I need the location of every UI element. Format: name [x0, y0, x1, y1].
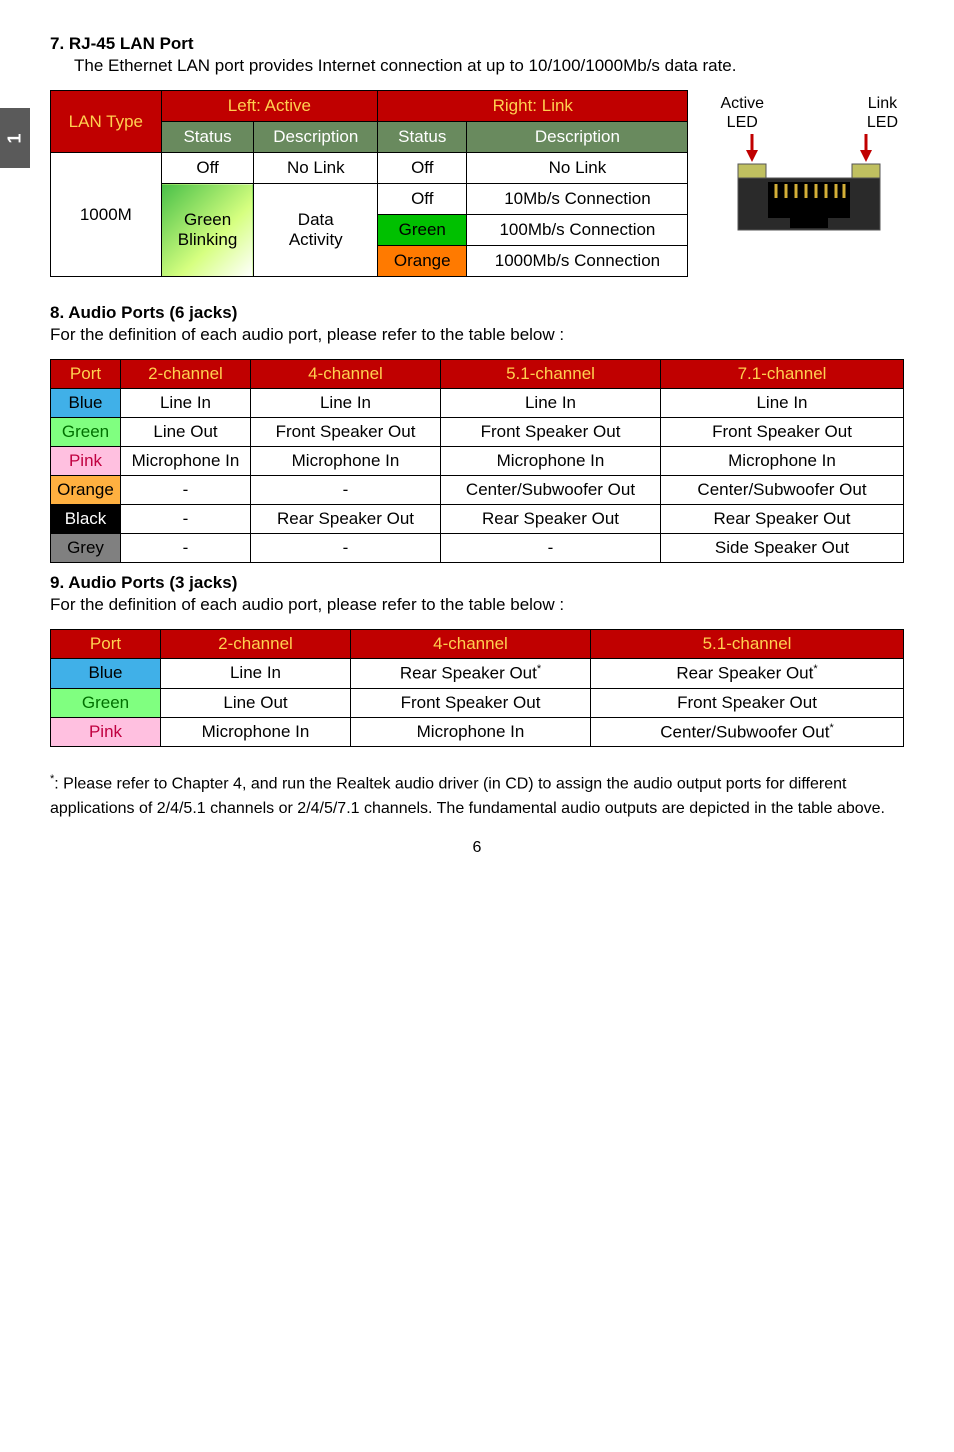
audio-cell: -	[441, 534, 661, 563]
audio-cell: Rear Speaker Out*	[351, 659, 591, 689]
audio-cell: Line In	[661, 389, 904, 418]
data-activity-text: DataActivity	[289, 210, 343, 249]
link-st-2: Green	[378, 215, 467, 246]
link-st-3: Orange	[378, 246, 467, 277]
nolink-r: No Link	[467, 153, 688, 184]
audio-port-label: Pink	[51, 717, 161, 747]
audio-hdr: 2-channel	[161, 630, 351, 659]
audio-cell: Rear Speaker Out	[441, 505, 661, 534]
rj45-diagram: Active LED Link LED	[714, 90, 904, 234]
chapter-tab: 1	[0, 108, 30, 168]
audio-hdr: 4-channel	[251, 360, 441, 389]
audio-hdr: Port	[51, 360, 121, 389]
link-desc-3: 1000Mb/s Connection	[467, 246, 688, 277]
page-number: 6	[0, 839, 954, 857]
active-led-l1: Active	[720, 95, 764, 112]
footnote: *: Please refer to Chapter 4, and run th…	[50, 771, 904, 820]
sec8-title: 8. Audio Ports (6 jacks)	[50, 303, 904, 323]
audio-cell: Front Speaker Out	[441, 418, 661, 447]
audio-port-label: Orange	[51, 476, 121, 505]
audio-cell: Center/Subwoofer Out	[441, 476, 661, 505]
audio-cell: Microphone In	[441, 447, 661, 476]
link-led-l1: Link	[868, 95, 897, 112]
audio-cell: Front Speaker Out	[351, 688, 591, 717]
audio-cell: Rear Speaker Out*	[591, 659, 904, 689]
audio-cell: -	[121, 505, 251, 534]
audio-cell: -	[121, 476, 251, 505]
left-active-hdr: Left: Active	[161, 91, 377, 122]
audio-cell: Microphone In	[161, 717, 351, 747]
audio-3jack-table: Port2-channel4-channel5.1-channel BlueLin…	[50, 629, 904, 747]
desc-hdr-r: Description	[467, 122, 688, 153]
data-activity: DataActivity	[254, 184, 378, 277]
link-desc-2: 100Mb/s Connection	[467, 215, 688, 246]
audio-cell: Line In	[121, 389, 251, 418]
audio-port-label: Green	[51, 418, 121, 447]
audio-cell: Front Speaker Out	[251, 418, 441, 447]
sec8-desc: For the definition of each audio port, p…	[50, 325, 904, 345]
rj45-port-icon	[724, 134, 894, 234]
status-hdr-l: Status	[161, 122, 254, 153]
audio-cell: -	[121, 534, 251, 563]
link-led-l2: LED	[867, 114, 898, 131]
audio-cell: Line In	[251, 389, 441, 418]
active-led-l2: LED	[727, 114, 758, 131]
audio-cell: Center/Subwoofer Out	[661, 476, 904, 505]
audio-cell: Microphone In	[121, 447, 251, 476]
audio-cell: -	[251, 476, 441, 505]
audio-cell: Front Speaker Out	[661, 418, 904, 447]
sec7-title: 7. RJ-45 LAN Port	[50, 34, 904, 54]
green-blink-text: GreenBlinking	[178, 210, 238, 249]
lan-type-hdr: LAN Type	[51, 91, 162, 153]
sec7-desc: The Ethernet LAN port provides Internet …	[50, 56, 904, 76]
audio-cell: Microphone In	[661, 447, 904, 476]
desc-hdr-l: Description	[254, 122, 378, 153]
off-l: Off	[161, 153, 254, 184]
status-hdr-r: Status	[378, 122, 467, 153]
audio-cell: Microphone In	[251, 447, 441, 476]
audio-cell: Line Out	[161, 688, 351, 717]
audio-port-label: Grey	[51, 534, 121, 563]
audio-cell: Microphone In	[351, 717, 591, 747]
audio-port-label: Pink	[51, 447, 121, 476]
audio-hdr: 4-channel	[351, 630, 591, 659]
audio-hdr: Port	[51, 630, 161, 659]
audio-cell: Rear Speaker Out	[661, 505, 904, 534]
chapter-number: 1	[4, 133, 25, 143]
audio-port-label: Black	[51, 505, 121, 534]
green-blink: GreenBlinking	[161, 184, 254, 277]
nolink-l: No Link	[254, 153, 378, 184]
audio-port-label: Green	[51, 688, 161, 717]
right-link-hdr: Right: Link	[378, 91, 688, 122]
audio-cell: Rear Speaker Out	[251, 505, 441, 534]
audio-hdr: 5.1-channel	[591, 630, 904, 659]
audio-cell: Front Speaker Out	[591, 688, 904, 717]
audio-port-label: Blue	[51, 389, 121, 418]
audio-hdr: 7.1-channel	[661, 360, 904, 389]
audio-hdr: 5.1-channel	[441, 360, 661, 389]
audio-hdr: 2-channel	[121, 360, 251, 389]
off-r: Off	[378, 153, 467, 184]
audio-cell: Center/Subwoofer Out*	[591, 717, 904, 747]
audio-cell: Line In	[161, 659, 351, 689]
lan-table: LAN Type Left: Active Right: Link Status…	[50, 90, 688, 277]
link-st-1: Off	[378, 184, 467, 215]
audio-cell: Line In	[441, 389, 661, 418]
link-desc-1: 10Mb/s Connection	[467, 184, 688, 215]
audio-cell: Line Out	[121, 418, 251, 447]
lan-val: 1000M	[51, 153, 162, 277]
audio-cell: -	[251, 534, 441, 563]
audio-port-label: Blue	[51, 659, 161, 689]
audio-6jack-table: Port2-channel4-channel5.1-channel7.1-cha…	[50, 359, 904, 563]
audio-cell: Side Speaker Out	[661, 534, 904, 563]
sec9-desc: For the definition of each audio port, p…	[50, 595, 904, 615]
sec9-title: 9. Audio Ports (3 jacks)	[50, 573, 904, 593]
